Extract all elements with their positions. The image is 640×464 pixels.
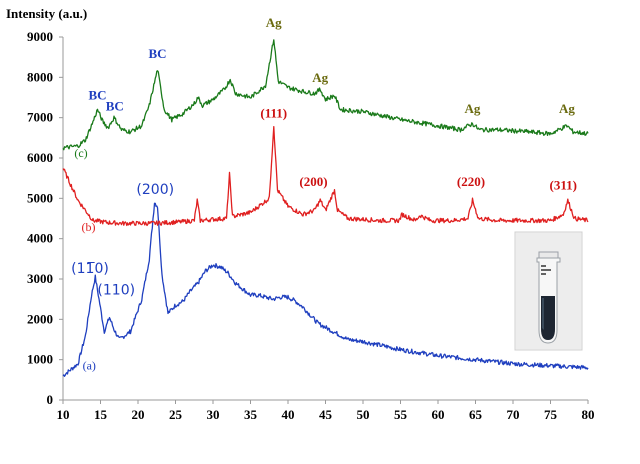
inset-photo <box>514 231 583 351</box>
peak-label: (220) <box>457 174 485 189</box>
y-tick-label: 8000 <box>27 69 53 84</box>
y-tick-label: 7000 <box>27 110 53 125</box>
y-ticks: 0 1000 2000 3000 4000 5000 6000 7000 8000 9000 <box>27 29 63 407</box>
series-line-2 <box>62 125 589 227</box>
x-tick-label: 40 <box>282 407 295 422</box>
peak-label: BC <box>106 98 124 113</box>
x-tick-label: 75 <box>544 407 558 422</box>
x-tick-label: 50 <box>357 407 370 422</box>
peak-label: (110) <box>97 283 135 299</box>
x-tick-label: 45 <box>319 407 333 422</box>
series-label: (c) <box>74 146 87 160</box>
x-tick-label: 80 <box>582 407 595 422</box>
peak-label: Ag <box>312 70 328 85</box>
series-label: (b) <box>82 220 96 234</box>
series-group <box>62 39 589 377</box>
peak-label: Ag <box>559 101 575 116</box>
series-line-1 <box>62 202 589 377</box>
y-tick-label: 6000 <box>27 150 53 165</box>
x-tick-label: 65 <box>469 407 483 422</box>
x-tick-label: 55 <box>394 407 408 422</box>
y-tick-label: 3000 <box>27 271 53 286</box>
y-tick-label: 0 <box>47 392 54 407</box>
series-line-3 <box>62 39 589 151</box>
peak-label: (111) <box>260 105 287 120</box>
peak-label: (200) <box>299 174 327 189</box>
x-ticks: 10 15 20 25 30 35 40 45 50 55 60 65 70 75 80 <box>57 400 595 422</box>
y-tick-label: 5000 <box>27 190 53 205</box>
y-tick-label: 2000 <box>27 311 53 326</box>
x-tick-label: 15 <box>94 407 108 422</box>
y-tick-label: 4000 <box>27 231 53 246</box>
y-tick-label: 1000 <box>27 352 53 367</box>
x-tick-label: 25 <box>169 407 183 422</box>
peak-label: Ag <box>465 101 481 116</box>
x-tick-label: 30 <box>207 407 220 422</box>
x-tick-label: 35 <box>244 407 258 422</box>
peak-label: Ag <box>266 15 282 30</box>
vial-icon <box>536 251 561 344</box>
peak-label: (11̅0) <box>71 261 109 277</box>
y-tick-label: 9000 <box>27 29 53 44</box>
x-tick-label: 10 <box>57 407 70 422</box>
x-tick-label: 20 <box>132 407 145 422</box>
peak-label: BC <box>88 88 106 103</box>
y-axis-title: Intensity (a.u.) <box>6 6 87 21</box>
x-tick-label: 70 <box>507 407 520 422</box>
series-label: (a) <box>83 358 96 372</box>
peak-label: (200) <box>136 182 174 198</box>
peak-label: BC <box>148 46 166 61</box>
x-tick-label: 60 <box>432 407 445 422</box>
peak-label: (311) <box>550 177 577 192</box>
